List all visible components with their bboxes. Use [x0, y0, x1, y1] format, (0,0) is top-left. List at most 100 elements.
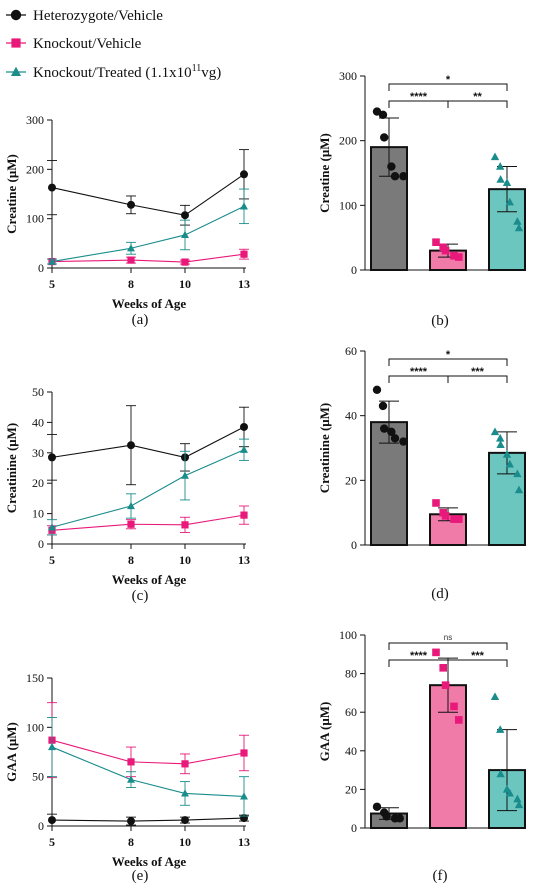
- y-tick-label: 60: [345, 705, 357, 719]
- series-circle: [47, 813, 249, 827]
- data-point: [490, 427, 500, 436]
- series-circle: [47, 149, 249, 226]
- data-point: [127, 244, 135, 252]
- y-tick-label: 20: [32, 476, 44, 490]
- data-point: [181, 521, 189, 529]
- data-point: [432, 499, 440, 507]
- y-axis-label: GAA (μM): [4, 722, 19, 782]
- data-point: [127, 200, 135, 209]
- significance-bracket: ****: [388, 366, 449, 383]
- y-axis-label: Creatinine (μM): [4, 423, 19, 514]
- x-tick-label: 10: [179, 835, 191, 849]
- data-point: [372, 385, 382, 394]
- bar-group: [370, 385, 408, 546]
- x-tick-label: 10: [179, 553, 191, 567]
- bracket-line: [388, 642, 508, 650]
- data-point: [127, 758, 135, 766]
- series-line: [51, 205, 245, 263]
- data-point: [399, 172, 408, 181]
- x-tick-label: 5: [49, 277, 55, 291]
- data-point: [505, 197, 514, 206]
- y-tick-label: 30: [32, 446, 44, 460]
- data-point: [240, 511, 248, 519]
- legend-label-text: Heterozygote/Vehicle: [33, 8, 163, 24]
- y-tick-label: 0: [38, 537, 44, 551]
- x-tick-label: 13: [238, 835, 250, 849]
- data-point: [181, 760, 189, 768]
- x-tick-label: 5: [49, 835, 55, 849]
- x-tick-label: 8: [128, 835, 134, 849]
- data-point: [240, 250, 248, 258]
- chart-panel-c: 0 10 20 30 40 50 Creatinine (μM) 5 8 10 13 Weeks of…: [4, 385, 250, 604]
- data-point: [127, 520, 135, 528]
- data-point: [127, 256, 135, 264]
- data-point: [513, 469, 522, 478]
- legend-label: Heterozygote/Vehicle: [33, 8, 163, 24]
- legend-label: Knockout/Treated (1.1x1011vg): [33, 63, 221, 81]
- data-point: [399, 437, 408, 446]
- data-point: [127, 817, 135, 826]
- y-tick-label: 50: [32, 385, 44, 399]
- bar-group: [370, 802, 408, 830]
- bar-group: [488, 152, 526, 272]
- y-axis-label: Creatinine (μM): [317, 403, 332, 494]
- data-point: [441, 512, 450, 520]
- x-axis-label: Weeks of Age: [112, 854, 187, 869]
- data-point: [496, 769, 505, 778]
- data-point: [378, 110, 388, 120]
- data-point: [181, 230, 189, 239]
- y-tick-label: 150: [26, 671, 44, 685]
- x-tick-label: 5: [49, 553, 55, 567]
- data-point: [490, 152, 500, 161]
- y-tick-label: 40: [345, 744, 357, 758]
- legend-marker-triangle: [10, 66, 22, 76]
- series-line: [51, 817, 245, 822]
- significance-bracket: *: [388, 74, 508, 91]
- significance-label: ****: [410, 91, 428, 103]
- data-point: [505, 788, 514, 797]
- data-point: [502, 178, 512, 186]
- data-point: [48, 453, 56, 462]
- series-triangle: [47, 438, 249, 536]
- significance-bracket: ***: [447, 650, 508, 667]
- bracket-line: [447, 100, 508, 108]
- legend-label-tail: vg): [201, 65, 221, 81]
- data-point: [127, 775, 135, 783]
- series-line: [51, 173, 245, 216]
- bar-group: [429, 648, 467, 829]
- y-tick-label: 20: [345, 782, 357, 796]
- data-point: [127, 441, 135, 450]
- data-point: [450, 702, 458, 711]
- data-point: [48, 257, 56, 265]
- bar-group: [429, 238, 467, 272]
- data-point: [514, 800, 524, 809]
- series-line: [51, 449, 245, 528]
- legend: Heterozygote/Vehicle Knockout/Vehicle Knoc…: [6, 8, 221, 81]
- y-tick-label: 0: [351, 538, 357, 552]
- y-tick-label: 0: [351, 263, 357, 277]
- bracket-line: [447, 375, 508, 383]
- data-point: [382, 812, 391, 821]
- data-point: [455, 253, 463, 261]
- data-point: [505, 459, 514, 468]
- y-tick-label: 80: [345, 667, 357, 681]
- x-axis-label: Weeks of Age: [112, 572, 187, 587]
- series-line: [51, 739, 245, 765]
- data-point: [502, 450, 512, 458]
- data-point: [240, 422, 248, 431]
- data-point: [441, 246, 450, 255]
- data-point: [240, 170, 248, 179]
- y-tick-label: 0: [38, 261, 44, 275]
- y-axis-label: Creatine (μM): [317, 133, 332, 213]
- y-tick-label: 50: [32, 770, 44, 784]
- data-point: [387, 162, 396, 171]
- legend-label-text: Knockout/Vehicle: [33, 36, 142, 52]
- series-square: [47, 702, 249, 779]
- significance-bracket: ns: [388, 633, 508, 650]
- data-point: [439, 664, 447, 672]
- panel-label: (f): [433, 868, 448, 884]
- data-point: [490, 692, 500, 701]
- data-point: [48, 816, 56, 825]
